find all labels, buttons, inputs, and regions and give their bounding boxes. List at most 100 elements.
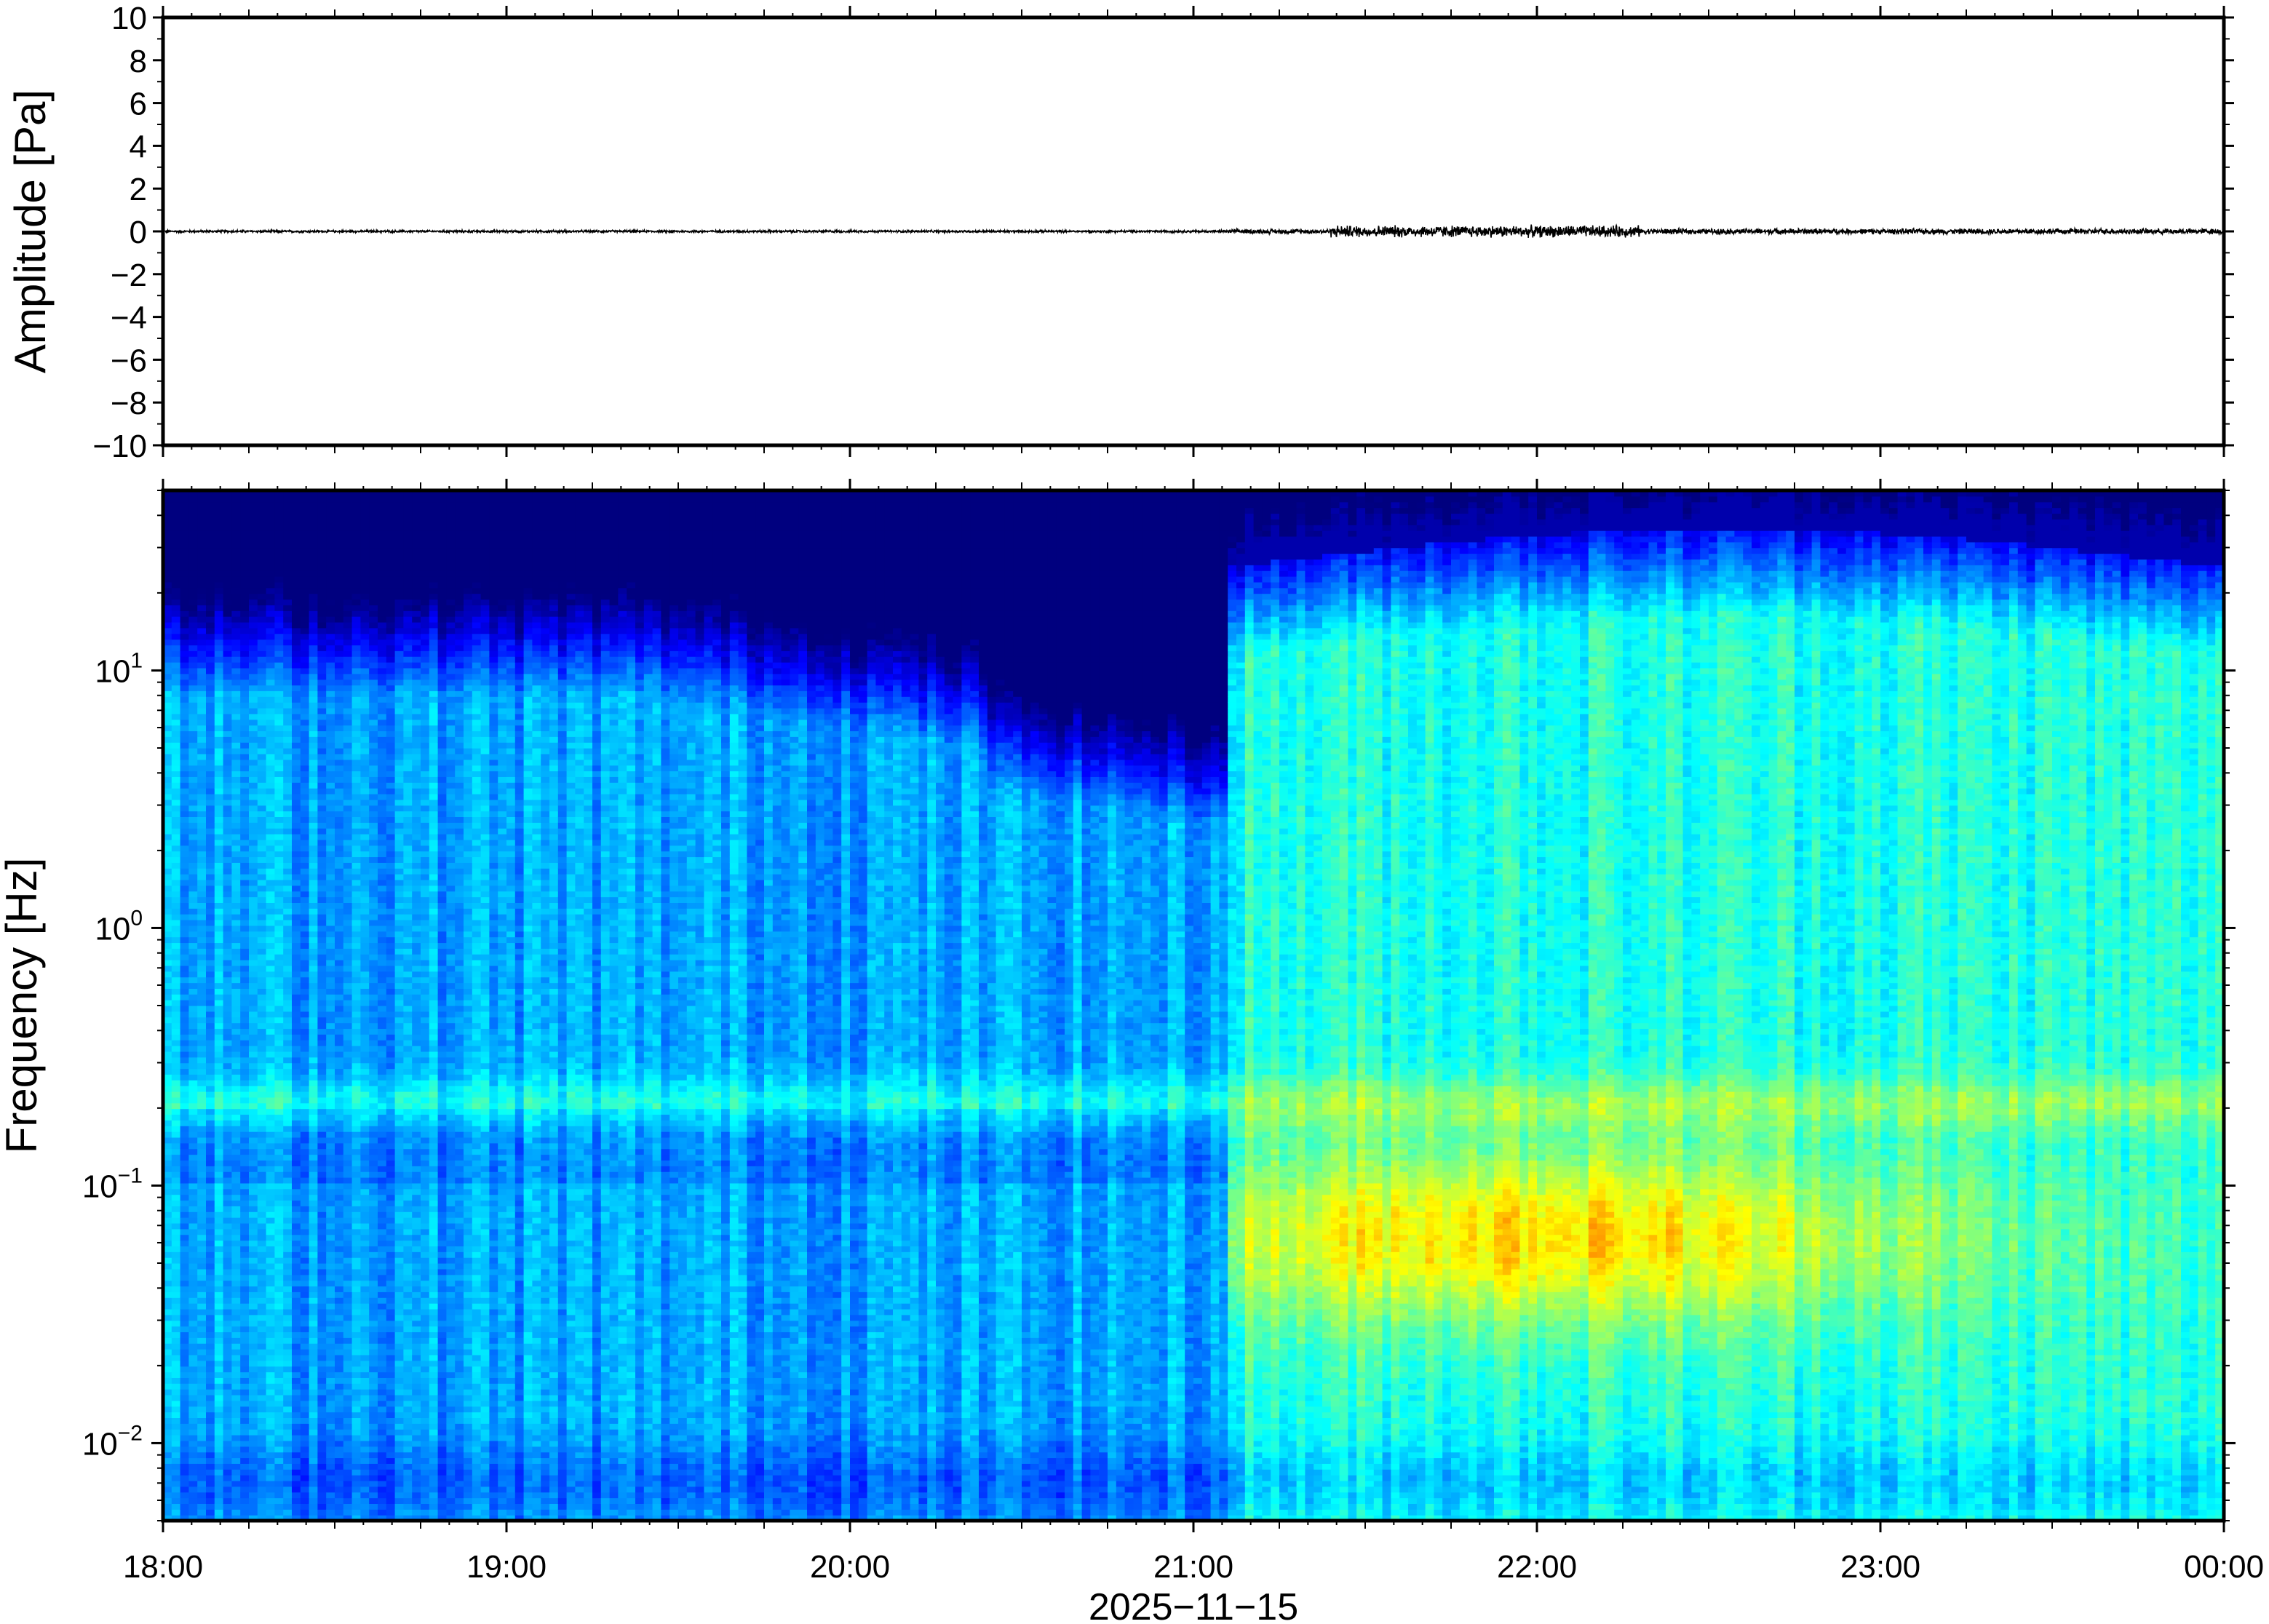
spectrogram-cell [188, 690, 197, 696]
spectrogram-cell [266, 1074, 275, 1080]
spectrogram-cell [258, 1126, 266, 1131]
spectrogram-cell [249, 650, 258, 656]
spectrogram-cell [223, 1229, 232, 1235]
spectrogram-cell [223, 966, 232, 971]
spectrogram-cell [180, 1326, 189, 1332]
spectrogram-cell [240, 1160, 249, 1166]
spectrogram-cell [258, 908, 266, 914]
spectrogram-cell [188, 1217, 197, 1223]
spectrogram-cell [180, 502, 189, 508]
spectrogram-cell [172, 690, 180, 696]
spectrogram-cell [206, 714, 215, 720]
spectrogram-cell [180, 954, 189, 960]
spectrogram-cell [249, 502, 258, 508]
spectrogram-cell [258, 1389, 266, 1395]
spectrogram-cell [223, 822, 232, 828]
spectrogram-cell [258, 788, 266, 794]
spectrogram-cell [215, 674, 223, 680]
spectrogram-cell [180, 1469, 189, 1475]
spectrogram-cell [231, 1155, 240, 1161]
spectrogram-cell [249, 1183, 258, 1189]
spectrogram-cell [206, 960, 215, 966]
spectrogram-cell [180, 1509, 189, 1515]
spectrogram-cell [172, 1498, 180, 1504]
spectrogram-cell [172, 702, 180, 708]
spectrogram-cell [258, 513, 266, 519]
spectrogram-cell [266, 1321, 275, 1326]
spectrogram-cell [223, 1114, 232, 1120]
spectrogram-cell [215, 610, 223, 616]
spectrogram-cell [240, 1429, 249, 1435]
spectrogram-cell [206, 1109, 215, 1115]
spectrogram-cell [231, 1246, 240, 1251]
spectrogram-cell [206, 1040, 215, 1046]
spectrogram-cell [206, 1481, 215, 1486]
spectrogram-cell [258, 891, 266, 897]
spectrogram-cell [231, 1080, 240, 1086]
spectrogram-cell [180, 622, 189, 628]
spectrogram-cell [223, 937, 232, 943]
spectrogram-cell [223, 1297, 232, 1303]
spectrogram-cell [197, 1229, 206, 1235]
spectrogram-cell [266, 856, 275, 862]
spectrogram-cell [249, 874, 258, 880]
spectrogram-cell [172, 1120, 180, 1126]
spectrogram-cell [180, 1241, 189, 1246]
spectrogram-cell [188, 977, 197, 983]
spectrogram-cell [215, 668, 223, 674]
spectrogram-cell [206, 1257, 215, 1263]
spectrogram-cell [249, 822, 258, 828]
spectrogram-cell [180, 1091, 189, 1097]
spectrogram-cell [215, 1291, 223, 1297]
spectrogram-cell [258, 674, 266, 680]
spectrogram-cell [215, 1389, 223, 1395]
spectrogram-cell [240, 714, 249, 720]
spectrogram-cell [197, 1435, 206, 1441]
spectrogram-cell [266, 1355, 275, 1361]
spectrogram-cell [180, 897, 189, 903]
spectrogram-cell [215, 1023, 223, 1029]
spectrogram-cell [215, 885, 223, 891]
spectrogram-cell [240, 834, 249, 840]
spectrogram-cell [240, 1377, 249, 1383]
spectrogram-cell [206, 800, 215, 805]
spectrogram-cell [172, 714, 180, 720]
spectrogram-cell [231, 1217, 240, 1223]
spectrogram-cell [266, 570, 275, 576]
spectrogram-cell [172, 1263, 180, 1269]
spectrogram-cell [249, 1337, 258, 1343]
spectrogram-cell [231, 656, 240, 662]
spectrogram-cell [172, 1297, 180, 1303]
spectrogram-cell [249, 1257, 258, 1263]
spectrogram-cell [215, 902, 223, 908]
spectrogram-cell [231, 616, 240, 622]
spectrogram-cell [188, 874, 197, 880]
spectrogram-cell [180, 1177, 189, 1183]
spectrogram-cell [249, 1355, 258, 1361]
spectrogram-cell [240, 1303, 249, 1309]
spectrogram-cell [266, 880, 275, 885]
spectrogram-cell [231, 1321, 240, 1326]
spectrogram-cell [249, 736, 258, 742]
spectrogram-cell [258, 634, 266, 640]
spectrogram-cell [180, 1103, 189, 1109]
spectrogram-cell [197, 1246, 206, 1251]
amplitude-tick-label: 10 [111, 1, 147, 36]
spectrogram-cell [215, 748, 223, 754]
spectrogram-cell [240, 902, 249, 908]
spectrogram-cell [240, 1383, 249, 1389]
spectrogram-cell [206, 942, 215, 948]
spectrogram-cell [266, 1028, 275, 1034]
spectrogram-cell [223, 880, 232, 885]
spectrogram-cell [258, 805, 266, 811]
spectrogram-cell [206, 610, 215, 616]
spectrogram-cell [249, 1006, 258, 1011]
spectrogram-cell [231, 776, 240, 782]
spectrogram-cell [266, 840, 275, 845]
spectrogram-cell [180, 690, 189, 696]
spectrogram-cell [223, 1195, 232, 1201]
spectrogram-cell [215, 685, 223, 690]
spectrogram-cell [258, 1069, 266, 1075]
spectrogram-cell [180, 1229, 189, 1235]
spectrogram-cell [180, 548, 189, 554]
